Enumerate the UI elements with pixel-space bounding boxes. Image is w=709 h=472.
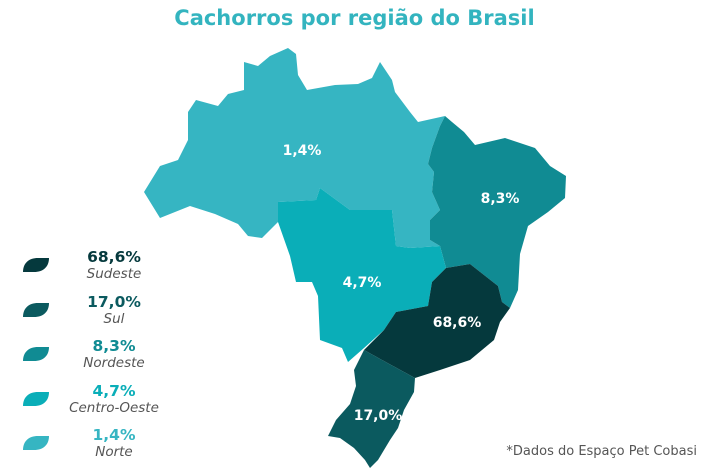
leaf-swatch-icon bbox=[20, 346, 50, 361]
label-nordeste: 8,3% bbox=[481, 191, 520, 207]
source-note: *Dados do Espaço Pet Cobasi bbox=[506, 444, 697, 459]
legend-label: Sul bbox=[103, 310, 125, 327]
leaf-swatch-icon bbox=[20, 302, 50, 317]
page-title: Cachorros por região do Brasil bbox=[174, 6, 535, 30]
label-sul: 17,0% bbox=[354, 408, 403, 424]
legend-value: 8,3% bbox=[92, 337, 136, 355]
region-centro-oeste bbox=[278, 188, 446, 362]
legend-value: 17,0% bbox=[87, 292, 141, 311]
label-centro-oeste: 4,7% bbox=[343, 275, 382, 291]
legend-value: 4,7% bbox=[92, 381, 136, 400]
legend-item-centro-oeste: 4,7% Centro-Oeste bbox=[18, 382, 178, 427]
leaf-swatch-icon bbox=[20, 391, 50, 406]
legend-item-sudeste: 68,6% Sudeste bbox=[18, 248, 178, 293]
legend-item-sul: 17,0% Sul bbox=[18, 293, 178, 338]
region-sudeste bbox=[364, 264, 510, 378]
legend-value: 68,6% bbox=[87, 248, 141, 266]
legend-label: Nordeste bbox=[83, 355, 145, 371]
label-sudeste: 68,6% bbox=[433, 315, 482, 331]
leaf-swatch-icon bbox=[20, 257, 50, 272]
legend-label: Sudeste bbox=[86, 266, 142, 282]
label-norte: 1,4% bbox=[283, 143, 322, 159]
legend-label: Norte bbox=[95, 444, 133, 460]
legend: 68,6% Sudeste 17,0% Sul 8,3% Nordeste 4,… bbox=[18, 248, 178, 471]
region-nordeste bbox=[428, 116, 566, 308]
legend-item-nordeste: 8,3% Nordeste bbox=[18, 337, 178, 382]
leaf-swatch-icon bbox=[20, 435, 50, 450]
legend-value: 1,4% bbox=[92, 426, 136, 444]
region-sul bbox=[328, 350, 415, 468]
legend-item-norte: 1,4% Norte bbox=[18, 426, 178, 471]
region-norte bbox=[144, 48, 445, 248]
legend-label: Centro-Oeste bbox=[69, 399, 159, 416]
